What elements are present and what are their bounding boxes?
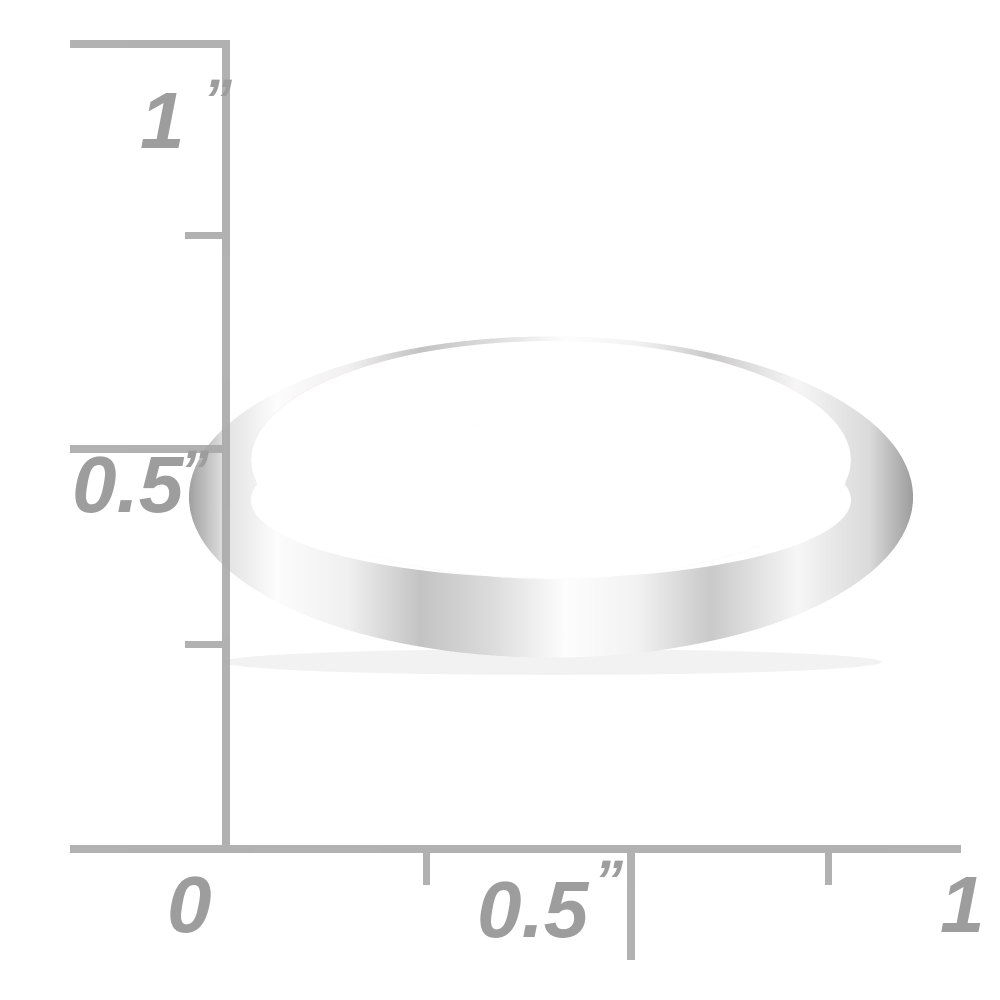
svg-text:0: 0 xyxy=(167,860,212,949)
svg-text:”: ” xyxy=(203,68,232,133)
svg-text:1: 1 xyxy=(140,76,185,165)
svg-text:”: ” xyxy=(180,439,209,504)
svg-text:”: ” xyxy=(594,849,623,914)
svg-text:1: 1 xyxy=(940,860,985,949)
svg-text:0.5: 0.5 xyxy=(72,440,185,529)
svg-text:0.5: 0.5 xyxy=(477,865,590,954)
